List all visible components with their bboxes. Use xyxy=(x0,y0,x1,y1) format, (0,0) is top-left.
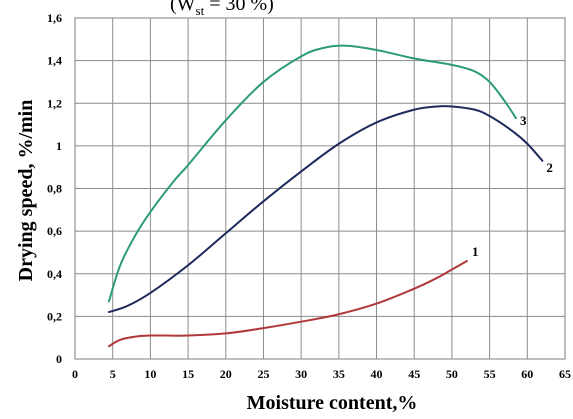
y-tick-label: 1,2 xyxy=(47,96,62,110)
x-tick-label: 35 xyxy=(333,367,345,381)
x-tick-label: 15 xyxy=(182,367,194,381)
plot-frame xyxy=(74,17,566,360)
y-tick-label: 0,8 xyxy=(47,182,62,196)
x-tick-label: 25 xyxy=(257,367,269,381)
series-line-2 xyxy=(107,105,544,314)
series-line-3 xyxy=(107,44,517,303)
x-tick-label: 65 xyxy=(559,367,571,381)
x-tick-label: 45 xyxy=(408,367,420,381)
chart-title-partial: (Wst = 30 %) xyxy=(170,0,274,18)
x-tick-label: 5 xyxy=(110,367,116,381)
chart-title-partial-sub: st xyxy=(196,3,205,18)
series-label-2: 2 xyxy=(546,160,553,175)
series-label-3: 3 xyxy=(520,113,527,128)
series-labels: 1 2 3 xyxy=(472,113,553,259)
x-tick-label: 20 xyxy=(220,367,232,381)
x-tick-label: 0 xyxy=(72,367,78,381)
tick-labels: 0 5 10 15 20 25 30 35 40 45 50 55 60 65 0 0,2 0,4 0,6 0,8 1… xyxy=(47,11,571,381)
grid xyxy=(75,18,565,359)
y-tick-label: 1 xyxy=(56,139,62,153)
y-axis-title: Drying speed, %/min xyxy=(15,100,37,282)
y-tick-label: 0 xyxy=(56,352,62,366)
chart-title-partial-rest: = 30 %) xyxy=(204,0,274,15)
x-tick-label: 50 xyxy=(446,367,458,381)
chart-title-partial-main: (W xyxy=(170,0,196,15)
x-tick-label: 55 xyxy=(484,367,496,381)
y-tick-label: 0,6 xyxy=(47,224,62,238)
x-tick-label: 10 xyxy=(144,367,156,381)
series-line-1 xyxy=(107,259,468,348)
y-tick-label: 1,6 xyxy=(47,11,62,25)
series-label-1: 1 xyxy=(472,244,479,259)
x-axis-title: Moisture content,% xyxy=(247,392,418,414)
y-tick-label: 0,4 xyxy=(47,267,62,281)
x-tick-label: 60 xyxy=(521,367,533,381)
y-tick-label: 0,2 xyxy=(47,309,62,323)
x-tick-label: 40 xyxy=(371,367,383,381)
series-layer xyxy=(107,44,544,348)
y-tick-label: 1,4 xyxy=(47,54,62,68)
x-tick-label: 30 xyxy=(295,367,307,381)
